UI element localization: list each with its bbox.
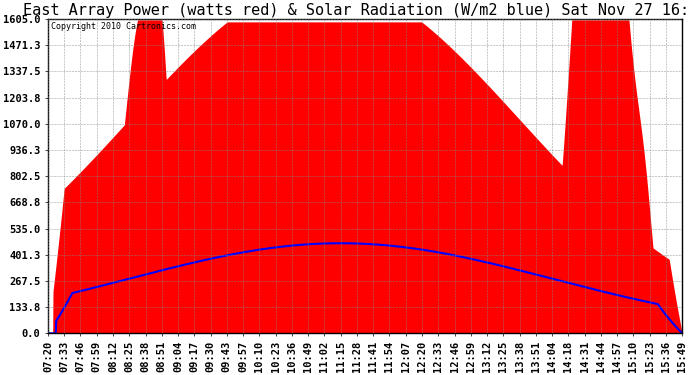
Text: Copyright 2010 Cartronics.com: Copyright 2010 Cartronics.com — [51, 22, 196, 31]
Title: East Array Power (watts red) & Solar Radiation (W/m2 blue) Sat Nov 27 16:01: East Array Power (watts red) & Solar Rad… — [23, 3, 690, 18]
